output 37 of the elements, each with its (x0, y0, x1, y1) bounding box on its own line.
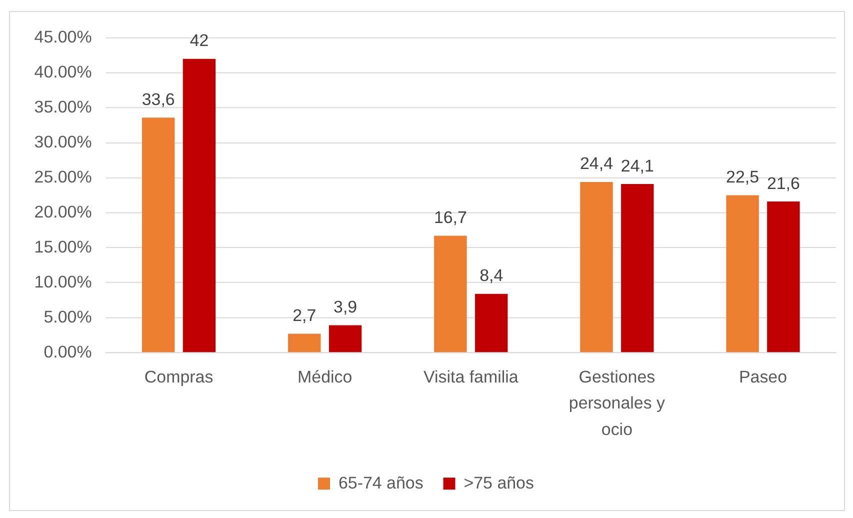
bar (142, 118, 175, 352)
y-tick-label: 40.00% (34, 62, 92, 82)
data-label: 16,7 (434, 208, 467, 228)
data-label: 22,5 (726, 167, 760, 186)
bar (474, 294, 508, 352)
y-tick-label: 5.00% (44, 307, 92, 326)
y-tick-label: 45.00% (34, 28, 92, 47)
y-tick-label: 35.00% (34, 98, 92, 116)
bar (434, 236, 467, 352)
bar (182, 58, 216, 352)
data-label: 24,1 (620, 156, 654, 176)
bar (288, 334, 321, 352)
y-tick-label: 10.00% (34, 272, 92, 292)
bar (726, 195, 759, 352)
x-tick-label: Visita familia (423, 367, 519, 386)
y-tick-label: 20.00% (34, 202, 92, 222)
y-tick-label: 0.00% (44, 342, 92, 362)
legend-label: >75 años (464, 473, 534, 492)
y-tick-label: 30.00% (34, 132, 92, 152)
data-label: 24,4 (580, 154, 613, 174)
legend-label: 65-74 años (338, 473, 424, 492)
x-tick-label: Compras (144, 367, 214, 386)
bar (580, 182, 613, 352)
bar (328, 325, 362, 352)
x-tick-label: Médico (298, 367, 352, 386)
data-label: 3,9 (334, 298, 358, 317)
x-tick-label: Paseo (738, 367, 788, 386)
data-label: 2,7 (292, 306, 316, 325)
x-tick-label: Gestiones personales y ocio (568, 367, 666, 439)
data-label: 42 (190, 31, 209, 50)
data-label: 8,4 (480, 266, 504, 286)
y-tick-label: 25.00% (34, 167, 92, 186)
data-label: 33,6 (142, 90, 175, 109)
bar (621, 184, 654, 352)
y-tick-label: 15.00% (34, 237, 92, 256)
bar (767, 202, 800, 352)
data-label: 21,6 (766, 174, 800, 193)
